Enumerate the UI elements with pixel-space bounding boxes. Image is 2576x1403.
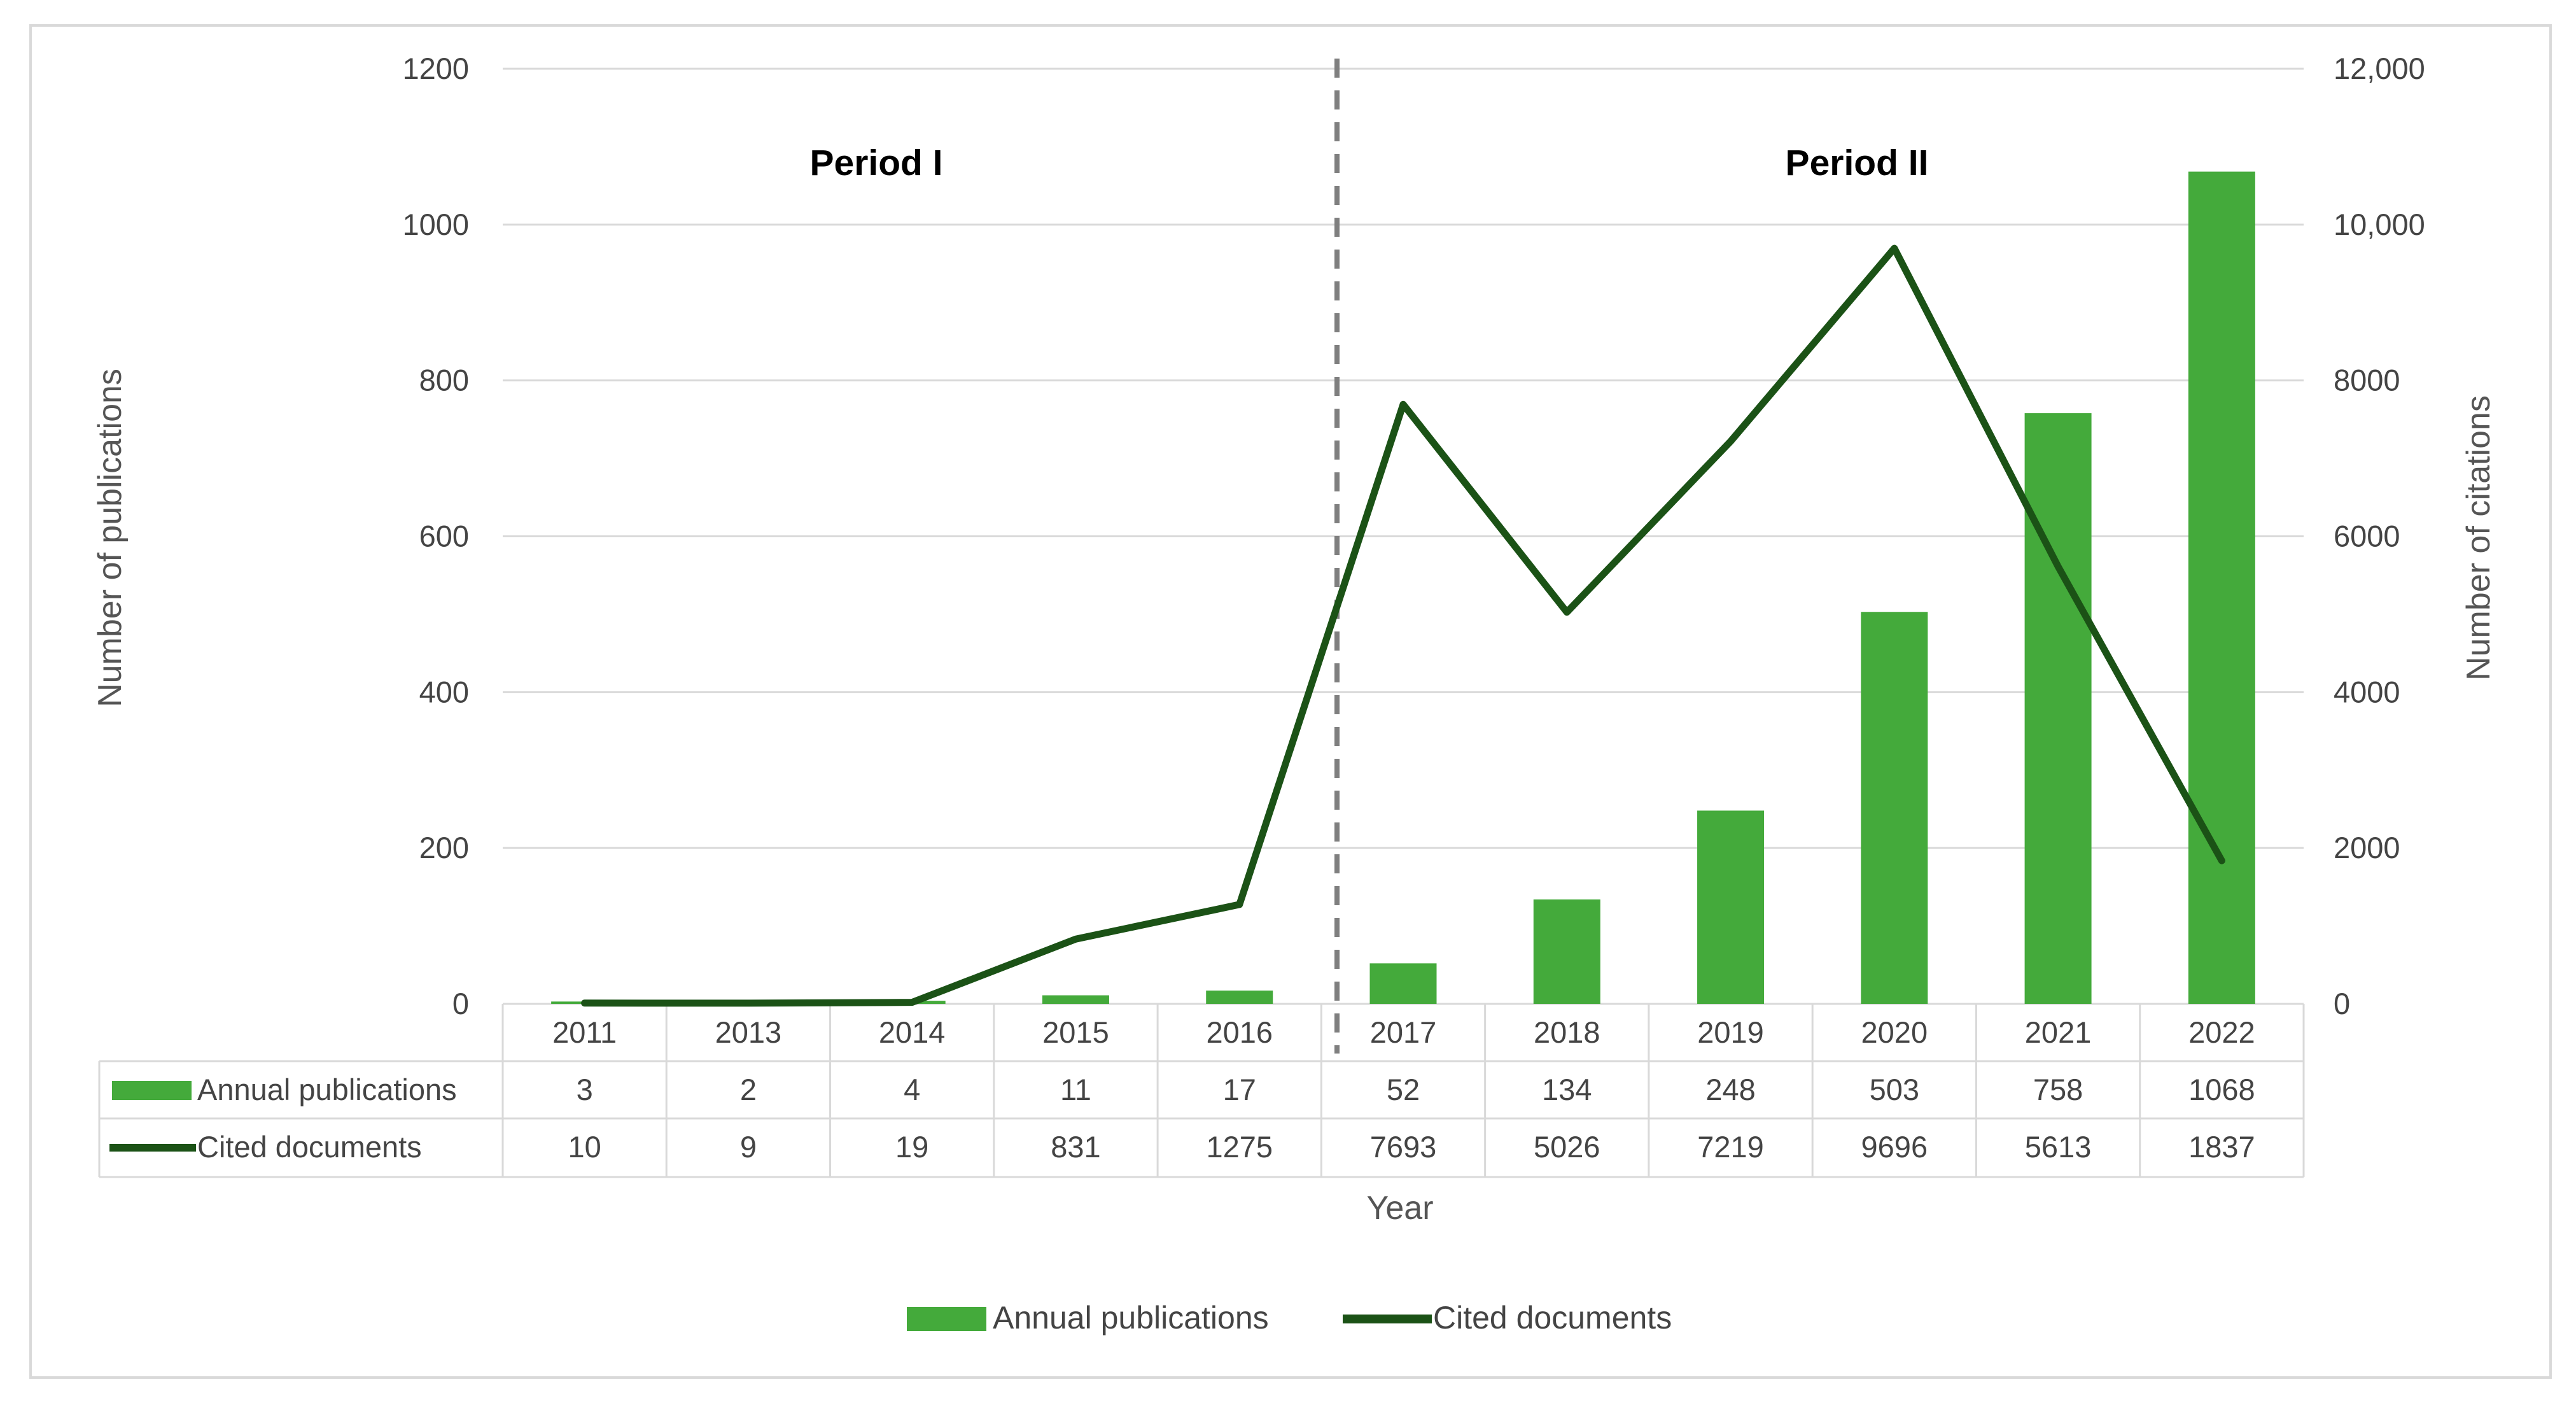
line-point <box>1564 609 1571 616</box>
bar <box>2024 413 2092 1004</box>
table-cell-publications: 4 <box>904 1073 920 1106</box>
line-point <box>909 999 916 1006</box>
table-cell-publications: 1068 <box>2188 1073 2255 1106</box>
x-tick-label: 2018 <box>1534 1015 1600 1049</box>
x-tick-label: 2015 <box>1042 1015 1109 1049</box>
line-point <box>1891 245 1898 252</box>
line-point <box>1072 936 1079 943</box>
x-tick-label: 2016 <box>1206 1015 1273 1049</box>
x-tick-label: 2013 <box>715 1015 782 1049</box>
line-series <box>581 244 2225 1007</box>
table-cell-publications: 52 <box>1387 1073 1420 1106</box>
y2-tick-label: 10,000 <box>2334 208 2425 241</box>
period-2-label: Period II <box>1786 143 1929 183</box>
y2-tick-label: 8000 <box>2334 363 2400 397</box>
table-cell-publications: 11 <box>1060 1073 1091 1106</box>
line-point <box>581 999 588 1006</box>
y-axis-title: Number of publications <box>92 369 129 707</box>
x-tick-label: 2020 <box>1861 1015 1928 1049</box>
y2-tick-label: 2000 <box>2334 831 2400 864</box>
table-cell-citations: 9696 <box>1861 1130 1928 1164</box>
x-tick-label: 2017 <box>1370 1015 1437 1049</box>
y-tick-label: 1200 <box>402 52 469 85</box>
table-cell-publications: 17 <box>1223 1073 1256 1106</box>
legend: Annual publications Cited documents <box>907 1300 1672 1336</box>
table-row-header: Cited documents <box>197 1130 422 1164</box>
x-tick-label: 2021 <box>2025 1015 2092 1049</box>
y-tick-label: 1000 <box>402 208 469 241</box>
table-cell-citations: 831 <box>1051 1130 1100 1164</box>
y2-tick-label: 6000 <box>2334 519 2400 553</box>
bar <box>1533 899 1600 1004</box>
table-cell-citations: 10 <box>568 1130 601 1164</box>
line-point <box>1400 401 1406 408</box>
table-cell-citations: 19 <box>895 1130 928 1164</box>
y-tick-label: 0 <box>452 987 469 1020</box>
bar <box>1206 991 1273 1004</box>
table-cell-citations: 7219 <box>1697 1130 1764 1164</box>
line-point <box>2055 563 2062 570</box>
legend-bar-label: Annual publications <box>993 1300 1269 1336</box>
table-cell-citations: 5613 <box>2025 1130 2092 1164</box>
table-cell-publications: 134 <box>1542 1073 1592 1106</box>
x-tick-label: 2014 <box>879 1015 946 1049</box>
line-point <box>1236 901 1243 908</box>
line-point <box>2218 857 2225 864</box>
bar <box>1697 810 1765 1004</box>
period-1-label: Period I <box>809 143 942 183</box>
legend-line-label: Cited documents <box>1433 1300 1672 1336</box>
left-axis-ticks: 0 200 400 600 800 1000 1200 <box>402 52 469 1020</box>
x-tick-label: 2011 <box>552 1015 617 1049</box>
y-tick-label: 600 <box>419 519 469 553</box>
table-bar-key <box>112 1081 192 1100</box>
x-axis-title: Year <box>1366 1190 1433 1227</box>
y2-tick-label: 4000 <box>2334 675 2400 709</box>
table-cell-citations: 1837 <box>2188 1130 2255 1164</box>
bar-series <box>551 171 2255 1005</box>
table-cell-publications: 758 <box>2033 1073 2083 1106</box>
y2-tick-label: 0 <box>2334 987 2350 1020</box>
line-point <box>745 999 752 1006</box>
y-tick-label: 800 <box>419 363 469 397</box>
table-row-header: Annual publications <box>197 1073 457 1106</box>
table-cell-citations: 7693 <box>1370 1130 1437 1164</box>
bar <box>1861 612 1928 1004</box>
x-tick-label: 2022 <box>2188 1015 2255 1049</box>
y-tick-label: 400 <box>419 675 469 709</box>
table-cell-citations: 1275 <box>1206 1130 1273 1164</box>
y-tick-label: 200 <box>419 831 469 864</box>
table-cell-citations: 5026 <box>1534 1130 1600 1164</box>
bar <box>1369 963 1437 1004</box>
bar <box>2188 171 2255 1005</box>
x-tick-label: 2019 <box>1697 1015 1764 1049</box>
y2-tick-label: 12,000 <box>2334 52 2425 85</box>
right-axis-ticks: 0 2000 4000 6000 8000 10,000 12,000 <box>2334 52 2425 1020</box>
y2-axis-title: Number of citations <box>2460 395 2497 680</box>
table-cell-publications: 248 <box>1705 1073 1755 1106</box>
data-table: Annual publications Cited documents 2011 3 1… <box>98 1004 2305 1178</box>
legend-bar-swatch <box>907 1307 986 1331</box>
bar <box>1042 995 1109 1004</box>
table-cell-publications: 2 <box>740 1073 757 1106</box>
line-point <box>1727 438 1734 445</box>
table-cell-publications: 3 <box>577 1073 593 1106</box>
table-cell-citations: 9 <box>740 1130 757 1164</box>
table-cell-publications: 503 <box>1870 1073 1919 1106</box>
